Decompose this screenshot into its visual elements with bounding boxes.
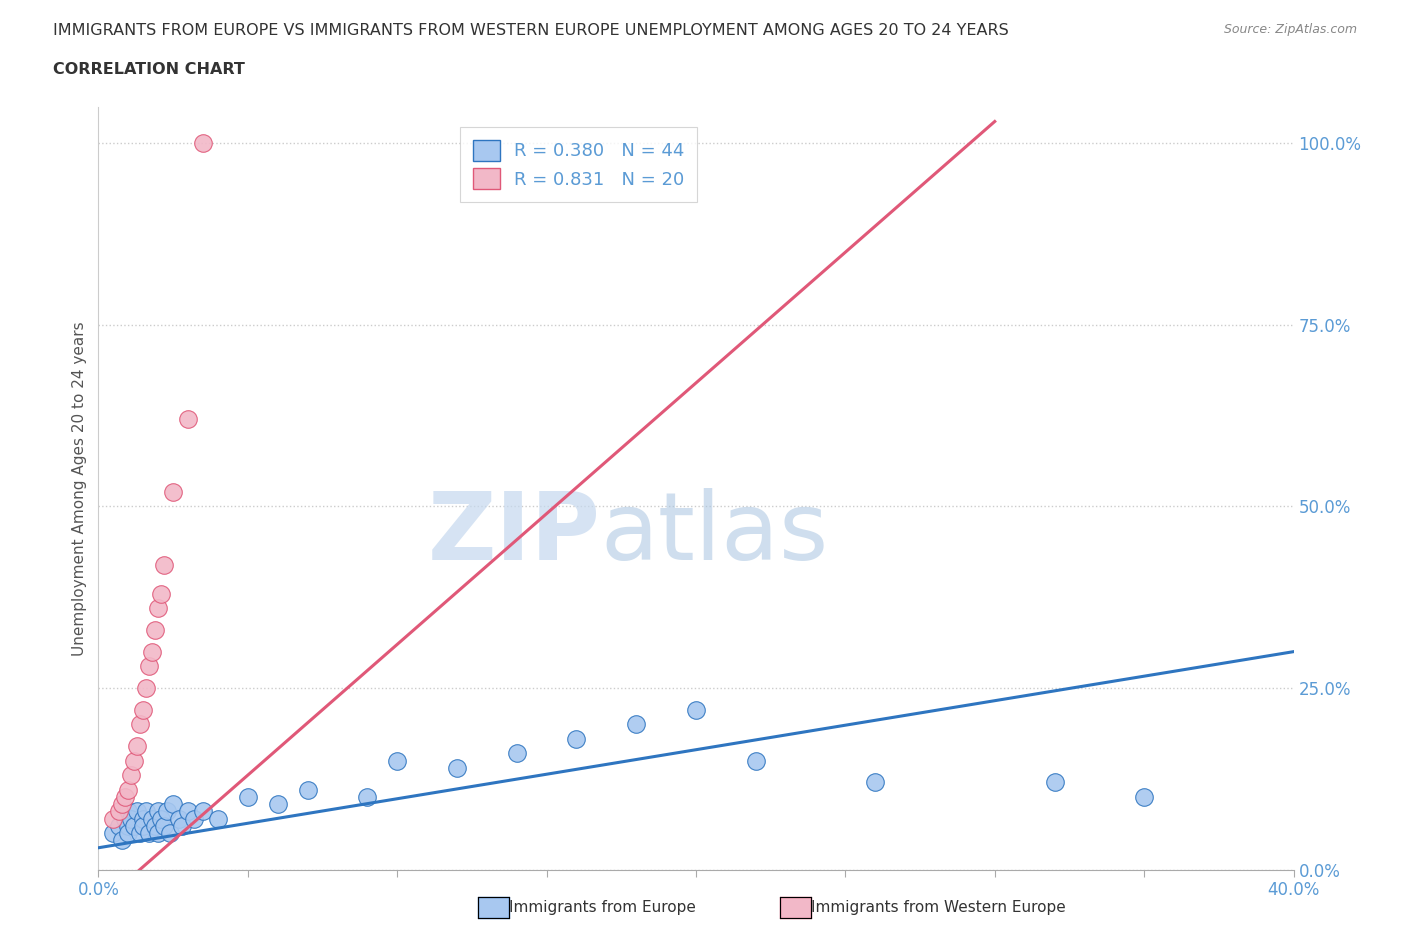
Point	[141, 644, 163, 659]
Text: Source: ZipAtlas.com: Source: ZipAtlas.com	[1223, 23, 1357, 36]
Point	[150, 586, 173, 601]
Point	[153, 557, 176, 572]
Text: atlas: atlas	[600, 488, 828, 580]
Point	[159, 826, 181, 841]
Text: ZIP: ZIP	[427, 488, 600, 580]
Point	[120, 767, 142, 782]
Point	[167, 811, 190, 826]
Point	[141, 811, 163, 826]
Point	[114, 790, 136, 804]
Point	[148, 804, 170, 819]
Point	[356, 790, 378, 804]
Text: Immigrants from Europe: Immigrants from Europe	[509, 900, 696, 915]
Point	[150, 811, 173, 826]
Point	[124, 818, 146, 833]
Point	[108, 804, 131, 819]
Point	[1043, 775, 1066, 790]
Point	[120, 811, 142, 826]
Point	[191, 804, 214, 819]
Point	[156, 804, 179, 819]
Point	[153, 818, 176, 833]
Point	[108, 818, 131, 833]
Point	[207, 811, 229, 826]
Text: Immigrants from Western Europe: Immigrants from Western Europe	[811, 900, 1066, 915]
Point	[506, 746, 529, 761]
Point	[745, 753, 768, 768]
Point	[565, 731, 588, 746]
Point	[111, 833, 134, 848]
Point	[132, 818, 155, 833]
Point	[138, 826, 160, 841]
Point	[114, 811, 136, 826]
Point	[685, 702, 707, 717]
Text: IMMIGRANTS FROM EUROPE VS IMMIGRANTS FROM WESTERN EUROPE UNEMPLOYMENT AMONG AGES: IMMIGRANTS FROM EUROPE VS IMMIGRANTS FRO…	[53, 23, 1010, 38]
Text: CORRELATION CHART: CORRELATION CHART	[53, 62, 245, 77]
Point	[117, 826, 139, 841]
Point	[191, 136, 214, 151]
Point	[162, 485, 184, 499]
Point	[446, 761, 468, 776]
Point	[172, 818, 194, 833]
Point	[129, 826, 152, 841]
Point	[865, 775, 887, 790]
Y-axis label: Unemployment Among Ages 20 to 24 years: Unemployment Among Ages 20 to 24 years	[72, 321, 87, 656]
Point	[103, 826, 125, 841]
Point	[103, 811, 125, 826]
Point	[236, 790, 259, 804]
Point	[143, 622, 166, 637]
Point	[132, 702, 155, 717]
Point	[143, 818, 166, 833]
Legend: R = 0.380   N = 44, R = 0.831   N = 20: R = 0.380 N = 44, R = 0.831 N = 20	[460, 127, 697, 202]
Point	[148, 601, 170, 616]
Point	[117, 782, 139, 797]
Point	[138, 658, 160, 673]
Point	[132, 811, 155, 826]
Point	[162, 797, 184, 812]
Point	[385, 753, 409, 768]
Point	[117, 818, 139, 833]
Point	[148, 826, 170, 841]
Point	[129, 717, 152, 732]
Point	[177, 412, 200, 427]
Point	[177, 804, 200, 819]
Point	[127, 804, 149, 819]
Point	[267, 797, 290, 812]
Point	[117, 804, 139, 819]
Point	[135, 804, 157, 819]
Point	[1133, 790, 1156, 804]
Point	[183, 811, 205, 826]
Point	[626, 717, 648, 732]
Point	[297, 782, 319, 797]
Point	[124, 753, 146, 768]
Point	[135, 681, 157, 696]
Point	[127, 738, 149, 753]
Point	[111, 797, 134, 812]
